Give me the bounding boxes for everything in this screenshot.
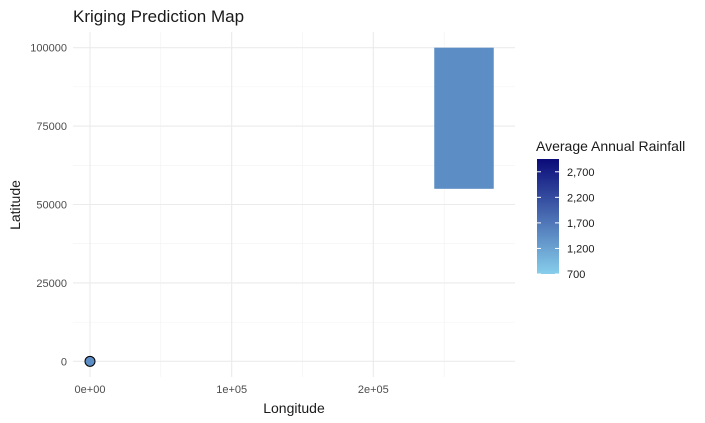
x-tick-label: 1e+05 [216, 384, 247, 396]
chart-title: Kriging Prediction Map [73, 7, 244, 26]
x-axis-title: Longitude [263, 400, 325, 416]
observation-points [84, 355, 96, 367]
observation-point [84, 355, 96, 367]
y-axis-title: Latitude [7, 180, 23, 230]
y-tick-label: 0 [61, 356, 67, 368]
y-tick-label: 25000 [36, 278, 67, 290]
y-tick-label: 50000 [36, 200, 67, 212]
y-tick-label: 100000 [30, 43, 67, 55]
x-tick-label: 2e+05 [358, 384, 389, 396]
legend-tick-label: 1,200 [567, 243, 595, 255]
legend-colorbar [537, 159, 559, 274]
legend-ticks: 700 1,200 1,700 2,200 2,700 [537, 167, 595, 281]
prediction-tiles [434, 47, 494, 189]
y-axis: 0 25000 50000 75000 100000 [30, 43, 67, 369]
legend-tick-label: 1,700 [567, 218, 595, 230]
legend-tick-label: 2,200 [567, 192, 595, 204]
x-tick-label: 0e+00 [75, 384, 106, 396]
legend: Average Annual Rainfall 700 1,200 1,700 2,2… [536, 138, 685, 281]
x-axis: 0e+00 1e+05 2e+05 [75, 384, 389, 396]
prediction-tile [434, 47, 494, 189]
legend-tick-label: 700 [567, 269, 585, 281]
y-tick-label: 75000 [36, 121, 67, 133]
legend-tick-label: 2,700 [567, 167, 595, 179]
legend-title: Average Annual Rainfall [536, 138, 685, 154]
